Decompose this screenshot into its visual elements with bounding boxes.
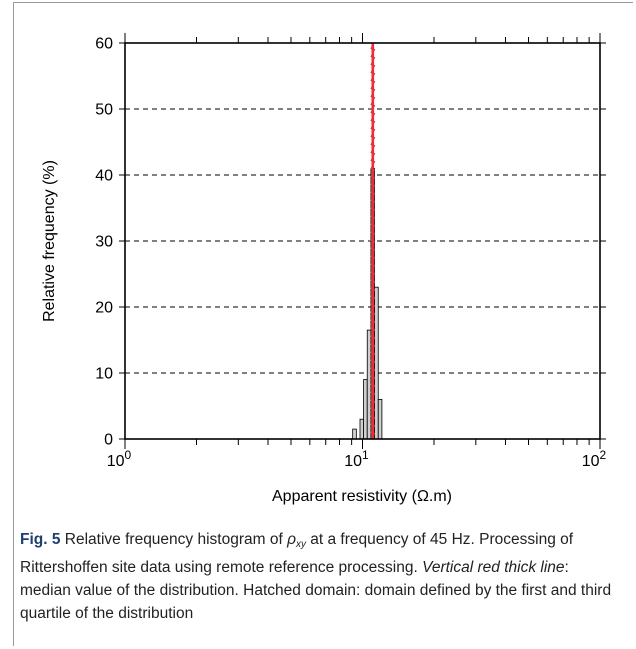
axis-tick-labels: 0 10 20 30 40 50 60 100 101 102 xyxy=(95,36,606,471)
figure-frame-top xyxy=(13,2,633,3)
histogram-bar xyxy=(374,286,379,440)
y-tick-label: 20 xyxy=(95,300,113,317)
histogram-chart: 0 10 20 30 40 50 60 100 101 102 Apparent resistiv… xyxy=(41,33,607,505)
axis-ticks xyxy=(119,33,606,449)
histogram-bar xyxy=(352,428,357,440)
x-tick-label: 100 xyxy=(107,448,132,470)
caption-text-3: : median value of the distribution. Hatc… xyxy=(20,559,612,622)
x-axis-title: Apparent resistivity (Ω.m) xyxy=(272,488,452,505)
y-axis-title: Relative frequency (%) xyxy=(41,160,58,322)
histogram-bar xyxy=(377,398,383,440)
y-tick-label: 60 xyxy=(95,36,113,53)
histogram-bar xyxy=(359,418,364,440)
y-tick-label: 10 xyxy=(95,366,113,383)
figure-label: Fig. 5 xyxy=(20,531,61,548)
caption-text-1: Relative frequency histogram of xyxy=(64,531,288,548)
caption-italic-text: Vertical red thick line xyxy=(422,559,565,576)
histogram-bar xyxy=(363,379,368,440)
rho-symbol: ρ xyxy=(287,531,296,548)
median-band xyxy=(370,43,376,439)
histogram-bar xyxy=(366,329,372,440)
histogram-bars xyxy=(352,167,383,440)
grid-lines xyxy=(125,108,600,374)
y-tick-label: 50 xyxy=(95,102,113,119)
y-tick-label: 30 xyxy=(95,234,113,251)
figure-frame-left xyxy=(13,2,14,646)
figure-caption: Fig. 5 Relative frequency histogram of ρ… xyxy=(20,528,622,625)
x-tick-label: 101 xyxy=(344,448,369,470)
rho-subscript: xy xyxy=(295,539,306,550)
y-tick-label: 40 xyxy=(95,168,113,185)
caption-text-2: at a frequency of 45 Hz. Processing of R… xyxy=(20,531,574,576)
y-tick-label: 0 xyxy=(104,432,113,449)
x-tick-label: 102 xyxy=(582,448,607,470)
